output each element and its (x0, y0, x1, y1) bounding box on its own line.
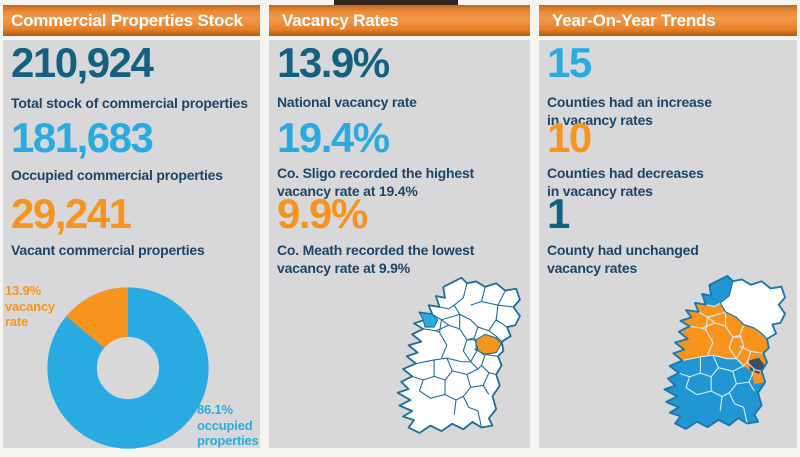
stat-vacant-label: Vacant commercial properties (11, 242, 205, 258)
sligo-county-highlight (418, 311, 439, 328)
donut-label-occupied: 86.1% occupied properties (197, 402, 259, 449)
panel-body-trends: 15 Counties had an increase in vacancy r… (539, 40, 797, 448)
stat-occupied-label: Occupied commercial properties (11, 167, 223, 183)
ireland-map-svg-vacancy (396, 276, 521, 434)
panel-header-vacancy: Vacancy Rates (269, 5, 530, 36)
stat-national-rate-value: 13.9% (277, 39, 390, 86)
stat-total-stock-value: 210,924 (11, 39, 154, 86)
increase-counties-band (673, 302, 769, 361)
stat-decrease-count-label: Counties had decreases in vacancy rates (547, 165, 704, 199)
panel-header-stock: Commercial Properties Stock (3, 5, 260, 36)
stat-national-rate-label: National vacancy rate (277, 94, 417, 110)
vacancy-donut-chart (44, 284, 212, 452)
panel-year-on-year-trends: Year-On-Year Trends 15 Counties had an i… (539, 0, 797, 454)
stat-unchanged-count-label: County had unchanged vacancy rates (547, 242, 699, 276)
ireland-map-svg-trends (663, 274, 786, 430)
top-dark-strip (334, 0, 458, 5)
stat-occupied-value: 181,683 (11, 114, 154, 161)
donut-chart-svg (47, 287, 209, 449)
donut-label-vacancy: 13.9% vacancy rate (5, 283, 55, 330)
ireland-county-map-trends (650, 268, 794, 444)
stat-unchanged-count-value: 1 (547, 190, 570, 237)
panel-body-stock: 210,924 Total stock of commercial proper… (3, 39, 260, 449)
panel-body-vacancy: 13.9% National vacancy rate 19.4% Co. Sl… (269, 40, 530, 448)
donut-vacancy-slice (66, 287, 130, 350)
panel-commercial-properties-stock: Commercial Properties Stock 210,924 Tota… (3, 0, 260, 454)
stat-highest-rate-label: Co. Sligo recorded the highest vacancy r… (277, 165, 475, 199)
stat-increase-count-label: Counties had an increase in vacancy rate… (547, 94, 712, 128)
panel-header-trends: Year-On-Year Trends (539, 5, 797, 36)
panel-vacancy-rates: Vacancy Rates 13.9% National vacancy rat… (269, 0, 530, 454)
stat-increase-count-value: 15 (547, 39, 592, 86)
stat-decrease-count-value: 10 (547, 114, 592, 161)
stat-lowest-rate-value: 9.9% (277, 190, 368, 237)
unchanged-county-highlight (749, 357, 765, 374)
ireland-county-map-vacancy (383, 270, 529, 448)
stat-vacant-value: 29,241 (11, 190, 132, 237)
stat-lowest-rate-label: Co. Meath recorded the lowest vacancy ra… (277, 242, 475, 276)
stat-highest-rate-value: 19.4% (277, 114, 390, 161)
stat-total-stock-label: Total stock of commercial properties (11, 95, 248, 111)
